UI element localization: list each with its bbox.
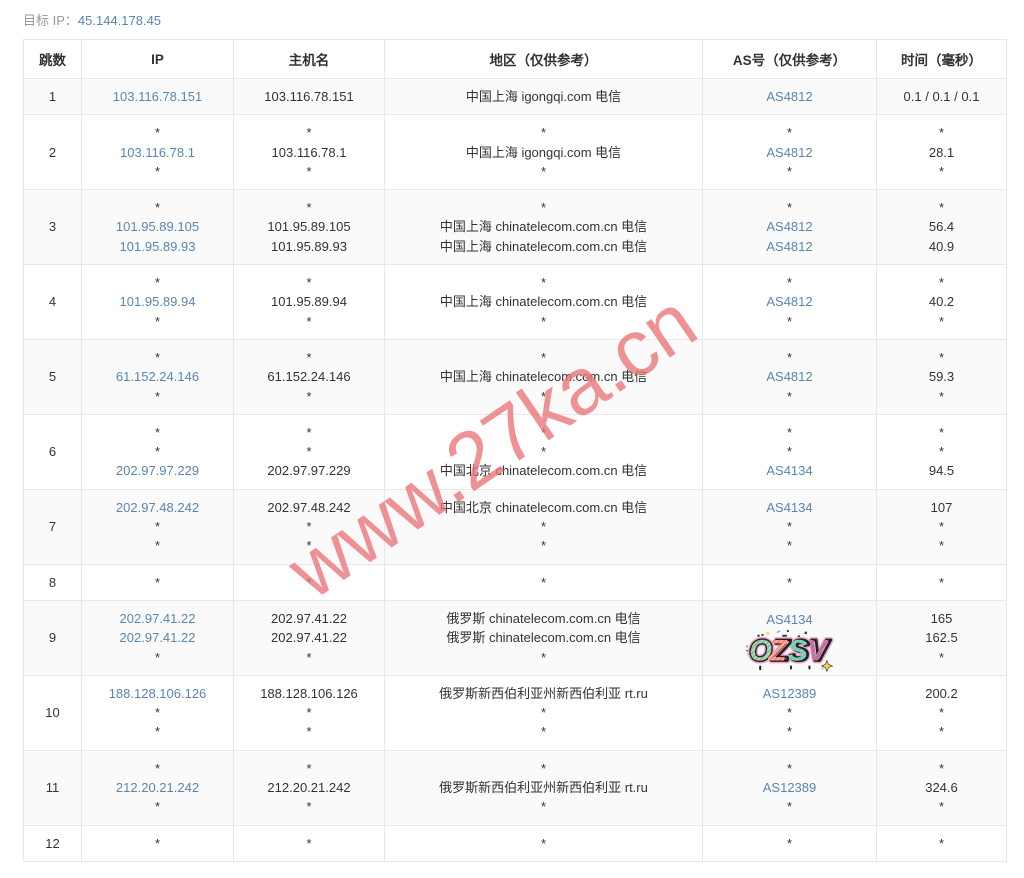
- svg-text:Z: Z: [767, 635, 787, 667]
- svg-text:S: S: [787, 635, 807, 667]
- svg-text:V: V: [806, 635, 828, 667]
